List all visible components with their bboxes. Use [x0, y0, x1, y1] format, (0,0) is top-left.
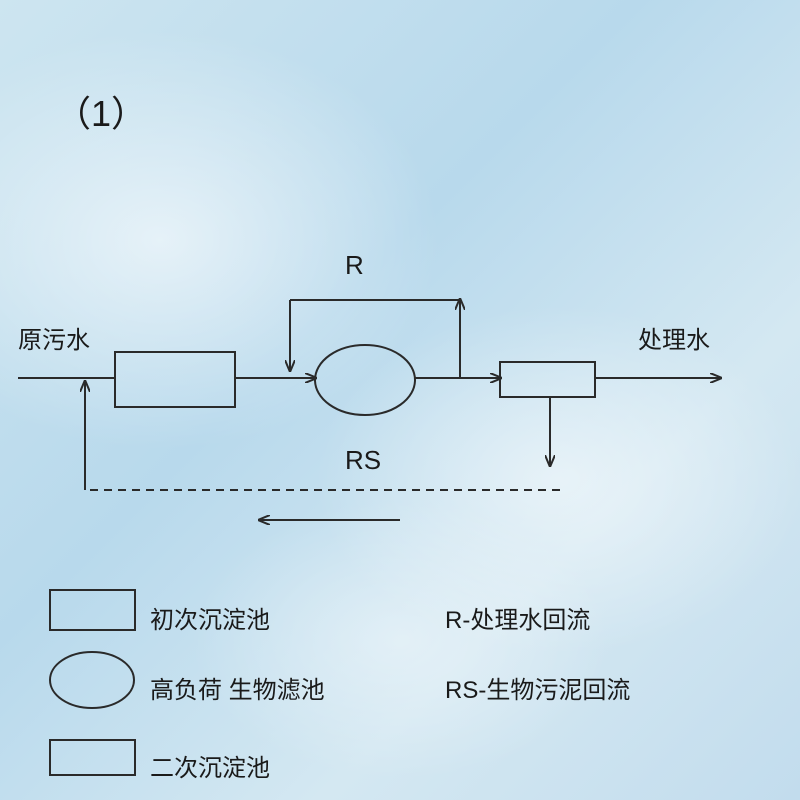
inflow-label: 原污水 — [18, 320, 90, 355]
outflow-label: 处理水 — [638, 320, 710, 355]
legend-ellipse — [50, 652, 134, 708]
primary-sed-tank — [115, 352, 235, 407]
legend-ellipse-label: 高负荷 生物滤池 — [150, 670, 325, 705]
RS-label: RS — [345, 445, 381, 476]
bio-filter — [315, 345, 415, 415]
title-label: （1） — [55, 85, 147, 137]
legend-RS-text: RS-生物污泥回流 — [445, 670, 630, 705]
R-label: R — [345, 250, 364, 281]
legend-primary-label: 初次沉淀池 — [150, 600, 270, 635]
legend-R-text: R-处理水回流 — [445, 600, 590, 635]
legend-rect-secondary — [50, 740, 135, 775]
legend-rect-primary — [50, 590, 135, 630]
secondary-sed-tank — [500, 362, 595, 397]
legend-secondary-label: 二次沉淀池 — [150, 748, 270, 783]
